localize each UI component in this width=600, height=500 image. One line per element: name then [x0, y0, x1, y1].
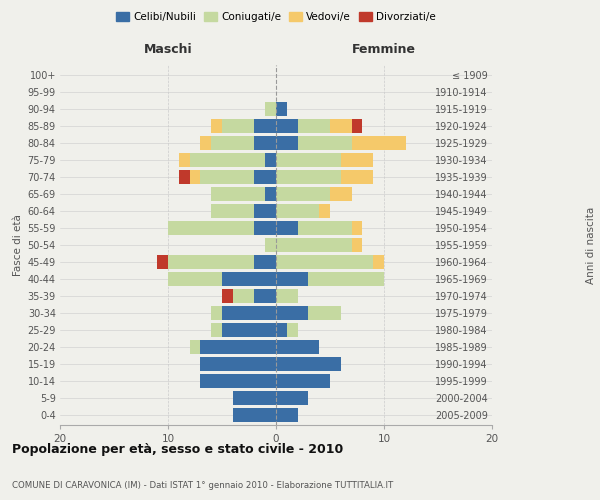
Bar [276, 289, 298, 303]
Bar [298, 136, 352, 150]
Bar [254, 221, 276, 235]
Bar [222, 272, 276, 286]
Bar [211, 323, 222, 337]
Bar [179, 153, 190, 167]
Bar [276, 119, 298, 133]
Bar [190, 153, 265, 167]
Bar [190, 170, 200, 184]
Bar [276, 391, 308, 405]
Bar [352, 221, 362, 235]
Bar [200, 340, 276, 354]
Bar [265, 187, 276, 201]
Bar [330, 187, 352, 201]
Bar [254, 289, 276, 303]
Bar [276, 408, 298, 422]
Bar [276, 102, 287, 116]
Bar [233, 391, 276, 405]
Text: COMUNE DI CARAVONICA (IM) - Dati ISTAT 1° gennaio 2010 - Elaborazione TUTTITALIA: COMUNE DI CARAVONICA (IM) - Dati ISTAT 1… [12, 480, 393, 490]
Bar [276, 204, 319, 218]
Bar [276, 187, 330, 201]
Bar [211, 136, 254, 150]
Bar [308, 272, 384, 286]
Bar [222, 119, 254, 133]
Bar [276, 340, 319, 354]
Y-axis label: Fasce di età: Fasce di età [13, 214, 23, 276]
Bar [276, 170, 341, 184]
Bar [233, 408, 276, 422]
Bar [222, 289, 233, 303]
Bar [341, 153, 373, 167]
Bar [352, 238, 362, 252]
Bar [298, 119, 330, 133]
Bar [233, 289, 254, 303]
Bar [276, 255, 373, 269]
Bar [265, 238, 276, 252]
Bar [211, 306, 222, 320]
Bar [222, 306, 276, 320]
Bar [276, 272, 308, 286]
Bar [276, 374, 330, 388]
Bar [265, 153, 276, 167]
Bar [254, 204, 276, 218]
Bar [308, 306, 341, 320]
Bar [319, 204, 330, 218]
Bar [298, 221, 352, 235]
Bar [276, 221, 298, 235]
Bar [157, 255, 168, 269]
Text: Anni di nascita: Anni di nascita [586, 206, 596, 284]
Text: Maschi: Maschi [143, 42, 193, 56]
Bar [341, 170, 373, 184]
Bar [330, 119, 352, 133]
Bar [168, 272, 222, 286]
Legend: Celibi/Nubili, Coniugati/e, Vedovi/e, Divorziati/e: Celibi/Nubili, Coniugati/e, Vedovi/e, Di… [112, 8, 440, 26]
Bar [276, 238, 352, 252]
Bar [200, 357, 276, 371]
Bar [200, 136, 211, 150]
Bar [179, 170, 190, 184]
Bar [276, 136, 298, 150]
Bar [168, 255, 254, 269]
Bar [254, 170, 276, 184]
Bar [190, 340, 200, 354]
Bar [276, 323, 287, 337]
Bar [276, 306, 308, 320]
Bar [276, 357, 341, 371]
Bar [373, 255, 384, 269]
Bar [222, 323, 276, 337]
Bar [168, 221, 254, 235]
Bar [276, 153, 341, 167]
Bar [352, 136, 406, 150]
Bar [254, 255, 276, 269]
Bar [254, 136, 276, 150]
Bar [254, 119, 276, 133]
Bar [352, 119, 362, 133]
Bar [211, 187, 265, 201]
Bar [200, 170, 254, 184]
Bar [211, 119, 222, 133]
Text: Femmine: Femmine [352, 42, 416, 56]
Bar [265, 102, 276, 116]
Text: Popolazione per età, sesso e stato civile - 2010: Popolazione per età, sesso e stato civil… [12, 442, 343, 456]
Bar [200, 374, 276, 388]
Bar [287, 323, 298, 337]
Bar [211, 204, 254, 218]
